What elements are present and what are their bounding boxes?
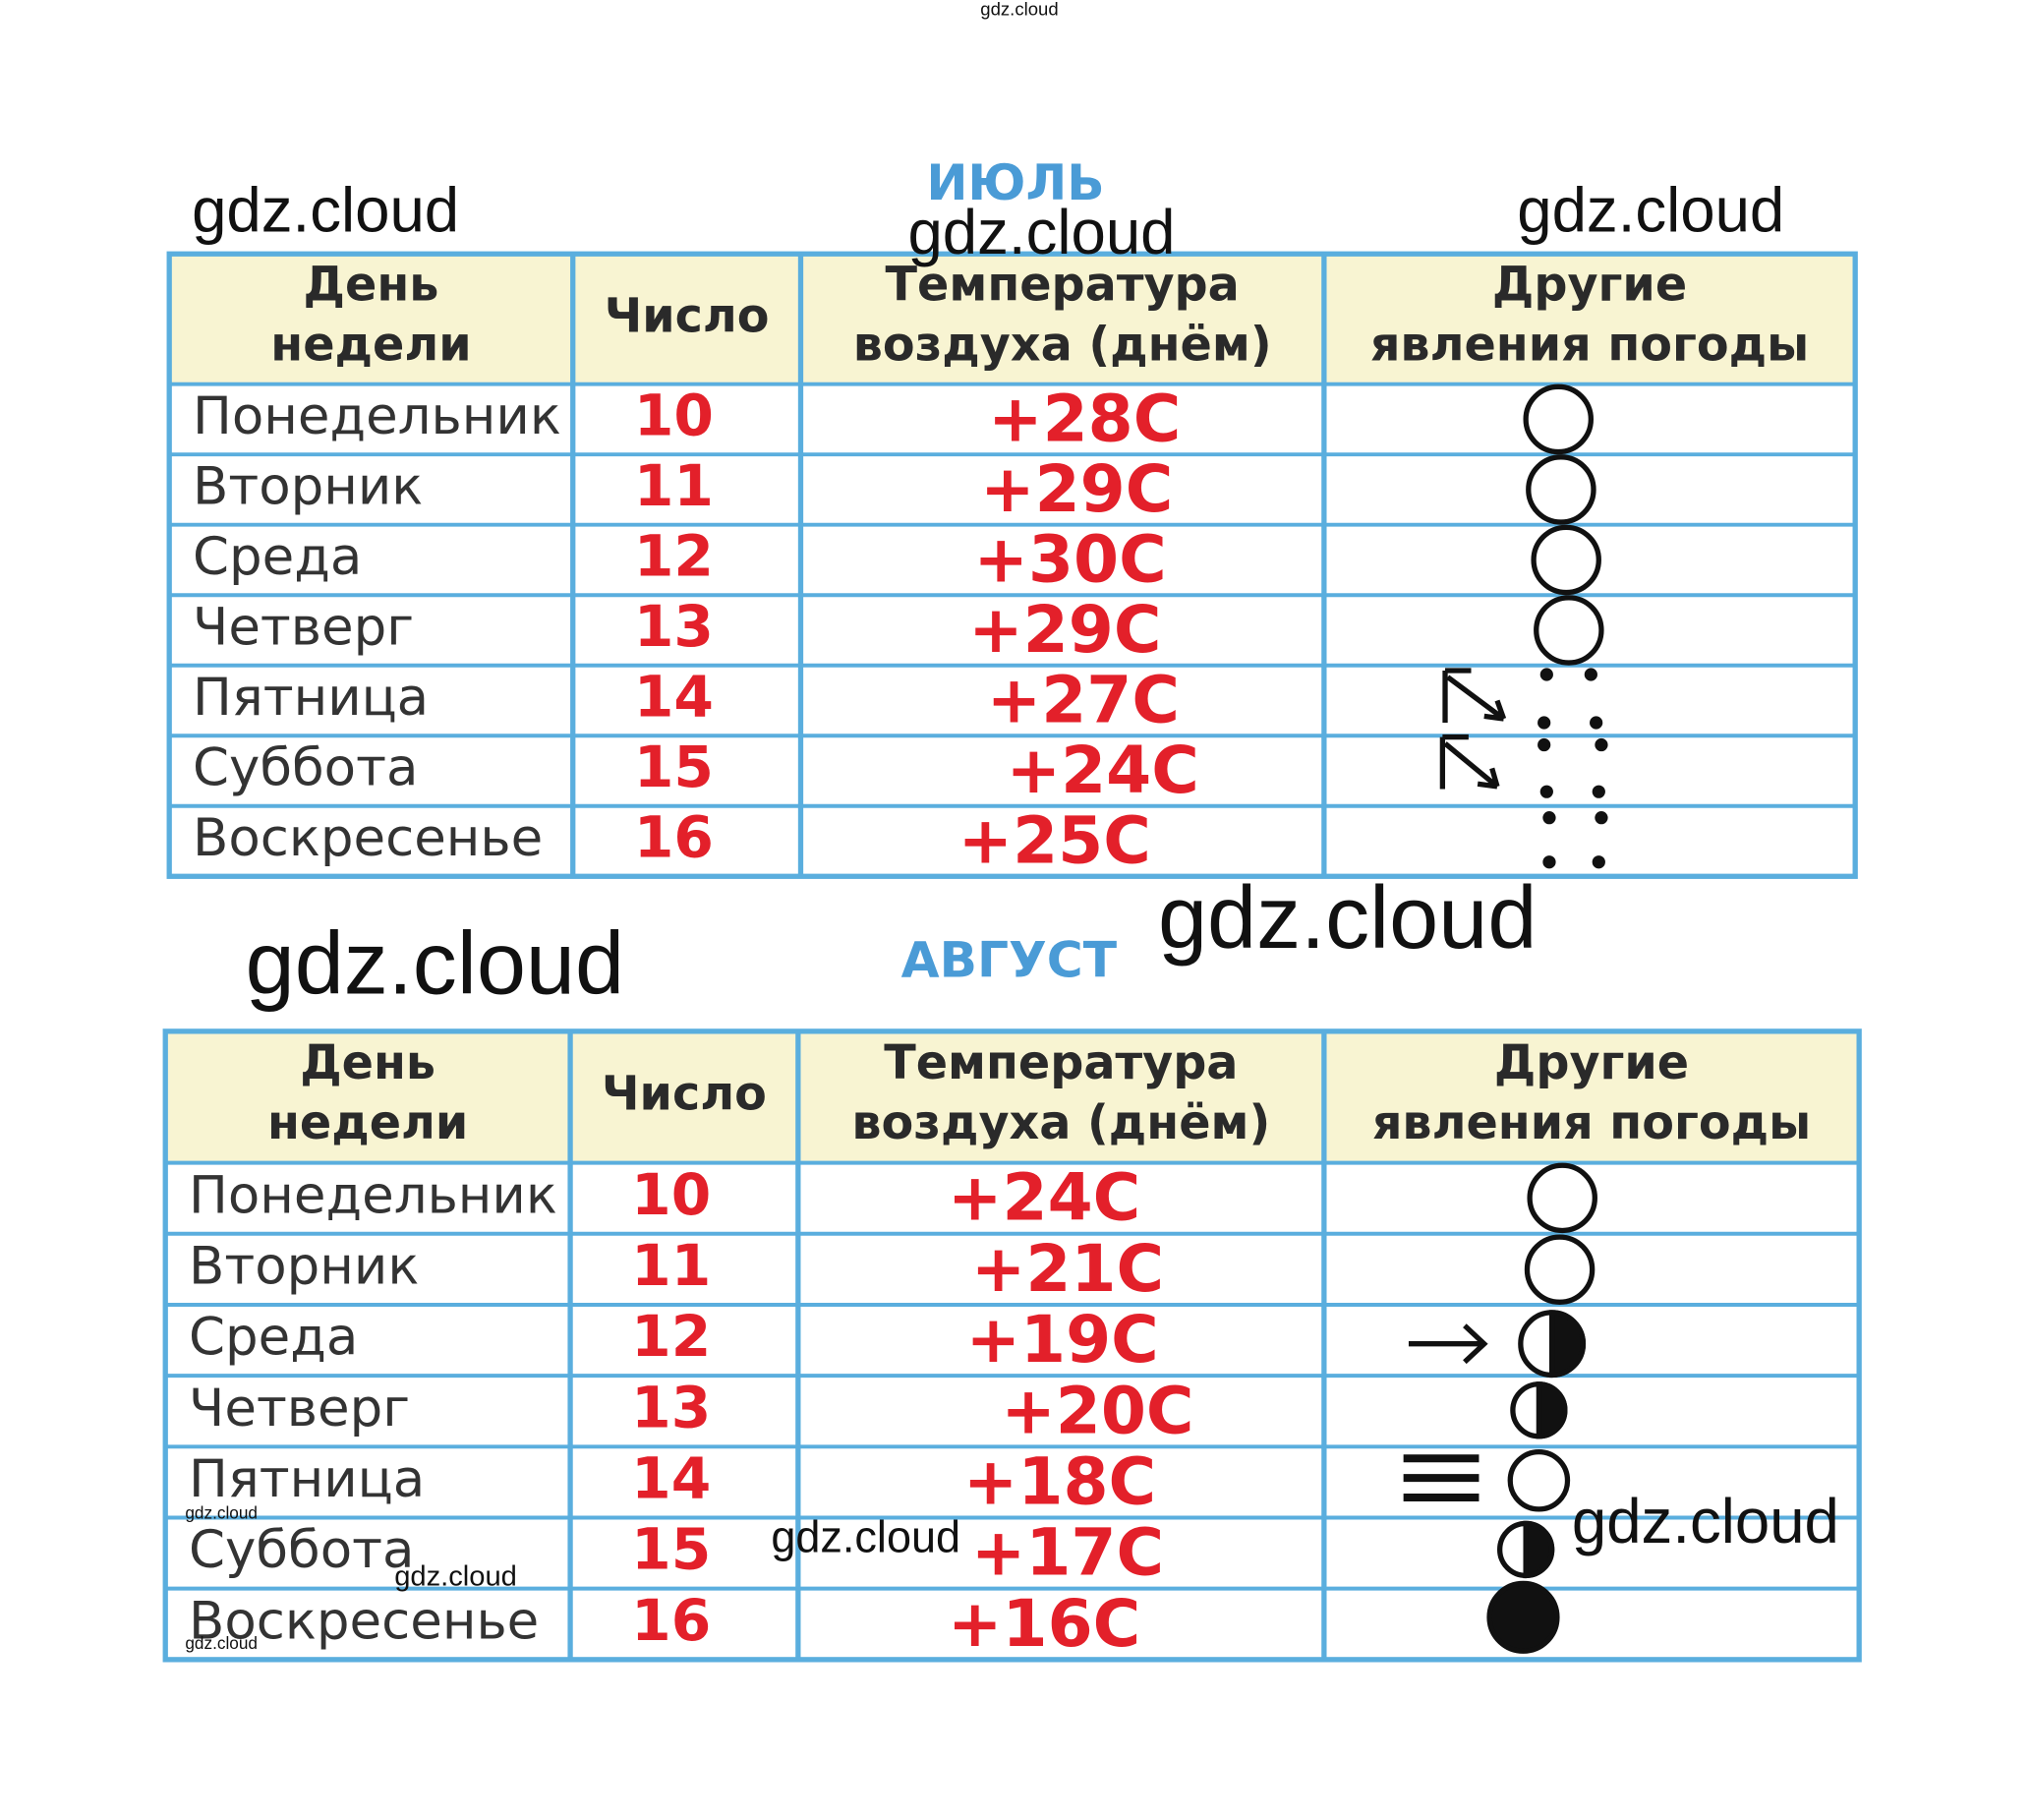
temperature: +24C	[1007, 733, 1199, 808]
header-cell: недели	[267, 1096, 468, 1150]
watermark: gdz.cloud	[1158, 868, 1537, 968]
header-cell: Другие	[1492, 259, 1687, 313]
watermark: gdz.cloud	[980, 0, 1058, 19]
header-cell: Температура	[884, 1036, 1238, 1090]
watermark: gdz.cloud	[192, 175, 459, 245]
date-number: 16	[631, 1587, 711, 1654]
date-number: 11	[634, 452, 714, 519]
date-number: 13	[631, 1374, 711, 1440]
temperature: +17C	[971, 1515, 1164, 1591]
header-cell: воздуха (днём)	[851, 1096, 1270, 1150]
header-bg	[169, 254, 1856, 384]
date-number: 14	[631, 1445, 711, 1512]
day-name: Пятница	[193, 668, 429, 728]
watermark: gdz.cloud	[1517, 175, 1784, 245]
temperature: +30C	[974, 521, 1167, 597]
temperature: +20C	[1001, 1373, 1193, 1448]
watermark: gdz.cloud	[394, 1561, 517, 1593]
temperature: +25C	[958, 803, 1151, 879]
day-name: Воскресенье	[189, 1591, 539, 1651]
header-bg	[165, 1030, 1860, 1163]
table-title: АВГУСТ	[901, 930, 1118, 988]
watermark: gdz.cloud	[907, 198, 1175, 267]
day-name: Понедельник	[189, 1165, 557, 1225]
header-cell: явления погоды	[1370, 319, 1809, 373]
day-name: Среда	[189, 1308, 358, 1368]
temperature: +21C	[971, 1231, 1164, 1307]
date-number: 12	[631, 1303, 711, 1370]
date-number: 11	[631, 1232, 711, 1299]
temperature: +27C	[987, 663, 1180, 738]
watermark: gdz.cloud	[185, 1503, 258, 1523]
temperature: +28C	[988, 381, 1181, 456]
day-name: Среда	[193, 527, 362, 587]
date-number: 15	[631, 1516, 711, 1583]
header-cell: Другие	[1494, 1036, 1689, 1090]
temperature: +16C	[948, 1586, 1140, 1662]
date-number: 16	[634, 804, 714, 871]
header-cell: Температура	[886, 259, 1240, 313]
date-number: 13	[634, 593, 714, 660]
watermarks: gdz.cloud gdz.cloud gdz.cloud gdz.cloud gdz.…	[185, 0, 1839, 1653]
date-number: 14	[634, 664, 714, 731]
header-cell: недели	[270, 319, 471, 373]
header-cell: явления погоды	[1372, 1096, 1811, 1150]
day-name: Четверг	[193, 598, 414, 658]
day-name: Понедельник	[193, 386, 561, 446]
temperature: +18C	[963, 1443, 1156, 1519]
watermark: gdz.cloud	[246, 913, 624, 1013]
date-number: 10	[634, 382, 714, 449]
day-name: Суббота	[193, 738, 418, 798]
temperature: +19C	[966, 1302, 1159, 1378]
day-name: Вторник	[189, 1237, 419, 1297]
date-number: 12	[634, 523, 714, 590]
watermark: gdz.cloud	[185, 1633, 258, 1653]
day-name: Четверг	[189, 1379, 410, 1438]
date-number: 10	[631, 1161, 711, 1228]
header-cell: воздуха (днём)	[853, 319, 1272, 373]
watermark: gdz.cloud	[771, 1512, 960, 1562]
day-name: Пятница	[189, 1449, 425, 1509]
tables: ИЮЛЬ День недели Число Температура воздуха (д…	[162, 153, 1862, 1663]
weather-icons	[1403, 383, 1608, 1654]
date-number: 15	[634, 734, 714, 800]
header-cell: День	[304, 259, 439, 313]
table-title: ИЮЛЬ	[926, 153, 1104, 211]
day-name: Суббота	[189, 1520, 414, 1580]
day-name: Вторник	[193, 457, 423, 517]
header-cell: День	[300, 1036, 435, 1090]
watermark: gdz.cloud	[1572, 1487, 1839, 1556]
header-cell: Число	[602, 1068, 767, 1122]
temperature: +29C	[968, 592, 1161, 668]
temperature: +29C	[980, 451, 1173, 527]
day-name: Воскресенье	[193, 808, 543, 868]
temperature: +24C	[948, 1160, 1140, 1236]
header-cell: Число	[605, 289, 770, 343]
